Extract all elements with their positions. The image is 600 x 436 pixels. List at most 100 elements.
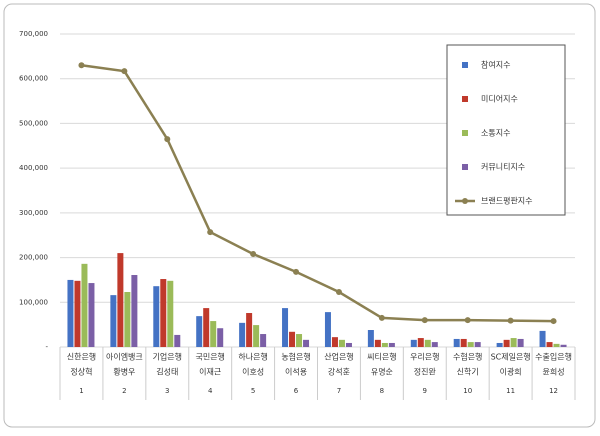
legend-swatch bbox=[462, 164, 468, 170]
category-number: 12 bbox=[549, 387, 558, 395]
bar bbox=[388, 342, 395, 347]
category-number: 10 bbox=[463, 387, 472, 395]
x-tick-label: 산업은행 bbox=[324, 352, 353, 362]
y-tick-label: 200,000 bbox=[19, 254, 48, 262]
category-number: 5 bbox=[251, 387, 255, 395]
bar bbox=[210, 321, 217, 347]
y-tick-label: 300,000 bbox=[19, 209, 48, 217]
x-tick-label: 씨티은행 bbox=[367, 352, 396, 362]
category-number: 1 bbox=[79, 387, 83, 395]
y-tick-label: 700,000 bbox=[19, 30, 48, 38]
x-tick-label: 아이엠뱅크 bbox=[106, 352, 143, 362]
bar bbox=[117, 253, 124, 347]
bar bbox=[67, 279, 74, 347]
line-marker bbox=[121, 68, 128, 75]
bar bbox=[324, 312, 331, 347]
x-tick-label: 신학기 bbox=[457, 367, 479, 377]
y-tick-label: - bbox=[45, 343, 48, 351]
bar bbox=[374, 339, 381, 347]
line-marker bbox=[164, 136, 171, 143]
bar bbox=[282, 308, 289, 347]
legend-label: 참여지수 bbox=[481, 60, 510, 70]
line-marker bbox=[550, 318, 557, 325]
line-marker bbox=[335, 289, 342, 296]
bar bbox=[217, 328, 224, 347]
bar bbox=[81, 263, 88, 347]
y-tick-label: 500,000 bbox=[19, 119, 48, 127]
line-marker bbox=[250, 250, 257, 257]
bar bbox=[260, 334, 267, 347]
category-number: 4 bbox=[208, 387, 213, 395]
category-number: 9 bbox=[423, 387, 427, 395]
bar bbox=[124, 292, 131, 347]
legend-label: 미디어지수 bbox=[481, 94, 518, 104]
x-tick-label: 우리은행 bbox=[410, 352, 439, 362]
bar bbox=[239, 322, 246, 347]
x-tick-label: 농협은행 bbox=[281, 352, 310, 362]
bar bbox=[174, 334, 181, 347]
bar bbox=[553, 343, 560, 347]
x-tick-label: SC제일은행 bbox=[491, 352, 531, 362]
category-number: 7 bbox=[337, 387, 341, 395]
category-number: 8 bbox=[380, 387, 384, 395]
bar bbox=[417, 338, 424, 347]
bar bbox=[196, 316, 203, 347]
category-number: 6 bbox=[294, 387, 299, 395]
x-tick-label: 이광희 bbox=[500, 367, 522, 377]
bar bbox=[167, 280, 174, 347]
bar bbox=[453, 338, 460, 347]
bar bbox=[88, 283, 95, 347]
line-marker bbox=[421, 317, 428, 324]
y-tick-label: 400,000 bbox=[19, 164, 48, 172]
bar bbox=[460, 338, 467, 347]
bar bbox=[517, 338, 524, 347]
bar bbox=[203, 308, 210, 347]
line-marker bbox=[207, 229, 214, 236]
bar bbox=[153, 286, 160, 347]
bar bbox=[424, 339, 431, 347]
bar bbox=[510, 338, 517, 347]
x-tick-label: 신한은행 bbox=[67, 352, 96, 362]
x-tick-label: 윤희성 bbox=[542, 367, 564, 377]
x-tick-label: 이재근 bbox=[199, 367, 221, 377]
bar bbox=[160, 279, 167, 347]
line bbox=[81, 64, 554, 323]
bar bbox=[296, 334, 303, 347]
bar bbox=[546, 342, 553, 347]
bar bbox=[246, 313, 253, 347]
bar bbox=[110, 295, 117, 347]
bar bbox=[289, 331, 296, 347]
bar bbox=[367, 330, 374, 347]
x-tick-label: 이석용 bbox=[285, 367, 307, 377]
bar bbox=[381, 342, 388, 347]
x-tick-label: 김성태 bbox=[156, 367, 178, 377]
bar bbox=[431, 342, 438, 347]
x-tick-label: 국민은행 bbox=[195, 352, 224, 362]
bar bbox=[467, 342, 474, 347]
bar bbox=[131, 275, 138, 347]
bar bbox=[345, 342, 352, 347]
legend-label: 브랜드평판지수 bbox=[481, 196, 533, 206]
legend-swatch bbox=[462, 198, 468, 204]
legend-swatch bbox=[462, 96, 468, 102]
x-tick-label: 강석훈 bbox=[328, 367, 350, 377]
bar bbox=[253, 325, 260, 347]
category-number: 2 bbox=[122, 387, 126, 395]
x-tick-label: 정진완 bbox=[414, 367, 437, 377]
line-marker bbox=[78, 62, 85, 69]
bar bbox=[496, 342, 503, 347]
y-tick-label: 100,000 bbox=[19, 298, 48, 306]
bar bbox=[74, 280, 81, 347]
x-tick-label: 기업은행 bbox=[153, 352, 182, 362]
bar bbox=[560, 344, 567, 347]
category-number: 3 bbox=[165, 387, 169, 395]
y-tick-label: 600,000 bbox=[19, 75, 48, 83]
legend-label: 소통지수 bbox=[481, 129, 510, 138]
line-marker bbox=[464, 317, 471, 324]
line-marker bbox=[293, 268, 300, 275]
x-tick-label: 수출입은행 bbox=[535, 352, 572, 362]
x-tick-label: 하나은행 bbox=[238, 352, 267, 362]
category-number: 11 bbox=[506, 387, 515, 395]
legend-swatch bbox=[462, 62, 468, 68]
